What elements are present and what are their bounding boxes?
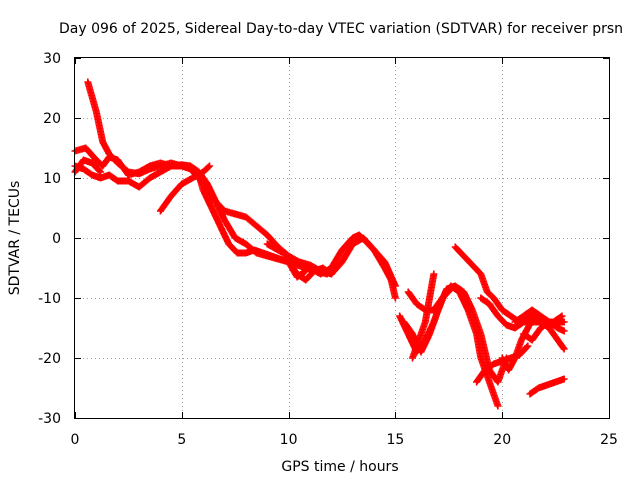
x-axis-label: GPS time / hours (281, 459, 398, 475)
data-point (97, 168, 105, 176)
data-points (71, 78, 568, 410)
data-point (560, 345, 568, 353)
plot-frame (74, 57, 610, 419)
chart-title: Day 096 of 2025, Sidereal Day-to-day VTE… (59, 21, 623, 37)
series-trace-m (477, 294, 568, 353)
data-point (530, 312, 538, 320)
y-tick-label: 0 (52, 231, 61, 247)
series-trace-k (408, 270, 438, 362)
data-point (205, 163, 212, 171)
x-tick-label: 15 (386, 432, 404, 448)
data-point (300, 268, 308, 276)
x-tick-label: 5 (177, 432, 186, 448)
data-point (447, 285, 455, 293)
x-tick-label: 20 (493, 432, 511, 448)
data-point (446, 286, 454, 294)
series-trace-d (156, 162, 214, 215)
data-point (96, 167, 104, 175)
y-tick-label: -10 (38, 291, 61, 307)
data-point (560, 318, 568, 326)
data-point (560, 375, 568, 383)
series-trace-q (498, 312, 538, 374)
y-tick-label: -20 (38, 351, 61, 367)
x-tick-label: 10 (280, 432, 298, 448)
axis-ticks (75, 58, 610, 419)
y-tick-label: 20 (43, 111, 61, 127)
series-trace-e (71, 156, 105, 176)
data-point (430, 270, 438, 278)
y-axis-label: SDTVAR / TECUs (7, 181, 23, 296)
series-trace-r (526, 375, 568, 398)
data-point (391, 294, 399, 302)
y-tick-label: 30 (43, 51, 61, 67)
x-tick-label: 0 (71, 432, 80, 448)
data-point (524, 342, 532, 350)
data-point (206, 162, 214, 170)
series-trace-g (306, 231, 399, 302)
x-tick-label: 25 (600, 432, 618, 448)
data-point (494, 402, 502, 410)
data-point (559, 344, 567, 352)
data-point (558, 312, 566, 320)
series-trace-c (71, 144, 335, 284)
tick-labels: 0 5 10 15 20 25 -30 -20 -10 0 10 20 30 (38, 51, 618, 448)
data-point (560, 327, 568, 335)
y-tick-label: 10 (43, 171, 61, 187)
data-point (302, 267, 310, 275)
y-tick-label: -30 (38, 411, 61, 427)
data-point (523, 343, 531, 351)
